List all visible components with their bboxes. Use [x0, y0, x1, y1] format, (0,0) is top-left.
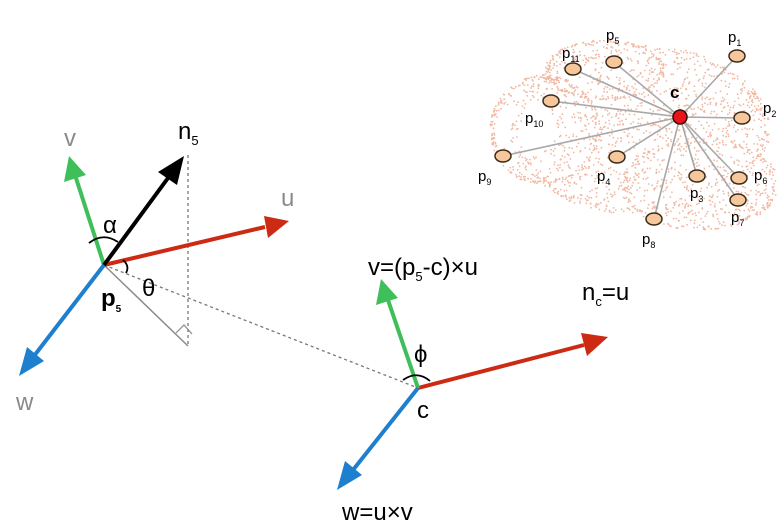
- inset-label-p1: p1: [728, 29, 741, 48]
- inset-label-p9: p9: [478, 168, 491, 187]
- inset-point-p9: [494, 149, 512, 163]
- inset-center-label: c: [670, 83, 679, 102]
- center-w-axis: [351, 386, 420, 472]
- left-frame: [19, 156, 289, 376]
- center-u-arrowhead: [581, 333, 608, 356]
- n5-label: n5: [178, 118, 199, 148]
- left-v-arrowhead: [64, 156, 86, 182]
- left-w-axis: [32, 263, 106, 358]
- inset-point-p3: [688, 169, 706, 183]
- inset-label-p5: p5: [606, 27, 619, 46]
- construction-lines: [103, 155, 419, 389]
- center-c-label: c: [417, 397, 429, 424]
- inset-point-p2: [733, 111, 751, 125]
- center-w-arrowhead: [337, 461, 362, 490]
- theta-arc: [122, 259, 129, 274]
- inset-label-p11: p11: [562, 45, 580, 64]
- left-u-arrowhead: [264, 216, 289, 238]
- alpha-label: α: [103, 212, 117, 239]
- nc-equals-u-label: nc=u: [582, 279, 629, 309]
- center-v-arrowhead: [376, 279, 398, 305]
- center-v-axis: [386, 299, 420, 389]
- inset-point-p8: [645, 212, 663, 226]
- inset-point-p7: [729, 193, 747, 207]
- inset-label-p7: p7: [731, 209, 744, 228]
- alpha-arc: [88, 236, 119, 244]
- left-u-label: u: [281, 185, 294, 212]
- inset-label-p4: p4: [597, 168, 610, 187]
- inset-point-p6: [730, 171, 748, 185]
- phi-arc: [402, 374, 431, 382]
- inset-points: [494, 49, 751, 226]
- phi-label: ϕ: [414, 341, 427, 368]
- left-w-label: w: [15, 389, 34, 416]
- inset-point-p1: [728, 49, 746, 63]
- inset-label-p8: p8: [642, 231, 655, 250]
- left-v-axis: [74, 177, 106, 266]
- p5-label: p5: [101, 285, 122, 315]
- left-n5-axis: [102, 176, 170, 267]
- left-n5-arrowhead: [158, 156, 184, 185]
- left-u-axis: [103, 225, 266, 267]
- inset-label-p2: p2: [763, 100, 776, 119]
- center-u-axis: [417, 343, 585, 390]
- inset-label-p6: p6: [754, 167, 767, 186]
- inset-spokes: [502, 55, 743, 220]
- inset-label-p10: p10: [525, 110, 543, 129]
- inset-label-p3: p3: [690, 185, 703, 204]
- inset-point-p11: [564, 62, 582, 76]
- w-definition-label: w=u×v: [341, 499, 413, 526]
- left-w-arrowhead: [19, 347, 44, 376]
- v-definition-label: v=(p5-c)×u: [368, 254, 478, 284]
- left-v-label: v: [64, 125, 76, 152]
- center-frame: [337, 279, 608, 490]
- inset-point-p5: [605, 55, 623, 69]
- inset-center-point: [672, 109, 688, 125]
- inset-point-p10: [542, 94, 560, 108]
- inset-point-p4: [608, 150, 626, 164]
- theta-label: θ: [142, 275, 155, 302]
